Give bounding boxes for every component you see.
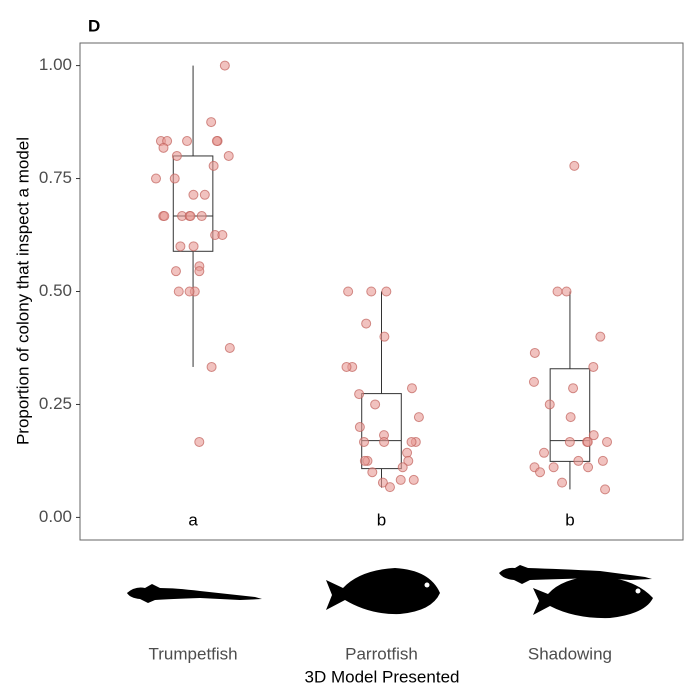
data-point xyxy=(171,150,182,161)
data-point xyxy=(535,467,546,478)
data-point xyxy=(600,484,611,495)
parrotfish-icon xyxy=(326,568,440,615)
data-point xyxy=(402,447,413,458)
data-point xyxy=(565,412,576,423)
data-point xyxy=(588,430,599,441)
group-letter: a xyxy=(188,510,198,529)
data-point xyxy=(173,286,184,297)
box xyxy=(549,368,591,462)
data-point xyxy=(343,286,354,297)
data-point xyxy=(341,361,352,372)
data-point xyxy=(552,286,563,297)
data-point xyxy=(208,160,219,171)
data-point xyxy=(196,211,207,222)
fish-eye xyxy=(424,582,430,588)
data-point xyxy=(561,286,572,297)
data-point xyxy=(366,286,377,297)
shadowing-trumpetfish-icon xyxy=(499,565,652,584)
data-point xyxy=(377,477,388,488)
data-point xyxy=(381,286,392,297)
box xyxy=(172,155,214,252)
y-tick-label: 0.75 xyxy=(39,168,72,187)
data-point xyxy=(206,117,217,128)
data-point xyxy=(379,331,390,342)
data-point xyxy=(544,399,555,410)
data-point xyxy=(169,173,180,184)
data-point xyxy=(583,462,594,473)
data-point xyxy=(361,318,372,329)
x-tick-label: Parrotfish xyxy=(345,644,418,663)
y-tick-label: 0.50 xyxy=(39,281,72,300)
data-point xyxy=(224,342,235,353)
x-axis-title: 3D Model Presented xyxy=(305,667,460,686)
data-point xyxy=(206,361,217,372)
data-point xyxy=(395,474,406,485)
data-point xyxy=(354,422,365,433)
data-point xyxy=(158,142,169,153)
data-point xyxy=(548,462,559,473)
data-point xyxy=(529,347,540,358)
data-point xyxy=(588,361,599,372)
fish-eye xyxy=(256,594,260,598)
data-point xyxy=(406,383,417,394)
data-point xyxy=(184,286,195,297)
data-point xyxy=(539,447,550,458)
shadowing-parrotfish-icon xyxy=(533,576,653,619)
data-point xyxy=(528,376,539,387)
data-point xyxy=(397,462,408,473)
data-point xyxy=(569,160,580,171)
panel-label: D xyxy=(88,16,100,35)
x-tick-label: Shadowing xyxy=(528,644,612,663)
data-point xyxy=(403,455,414,466)
data-point xyxy=(182,136,193,147)
data-point xyxy=(564,436,575,447)
data-point xyxy=(573,455,584,466)
data-point xyxy=(354,389,365,400)
data-point xyxy=(359,455,370,466)
data-point xyxy=(582,436,593,447)
data-point xyxy=(219,60,230,71)
fish-eye xyxy=(635,588,641,594)
data-point xyxy=(359,436,370,447)
data-point xyxy=(194,436,205,447)
data-point xyxy=(413,412,424,423)
data-point xyxy=(185,211,196,222)
data-point xyxy=(370,399,381,410)
data-point xyxy=(194,266,205,277)
y-tick-label: 1.00 xyxy=(39,55,72,74)
data-point xyxy=(379,436,390,447)
fish-icons xyxy=(127,565,653,619)
data-point xyxy=(367,467,378,478)
data-point xyxy=(568,383,579,394)
data-point xyxy=(595,331,606,342)
data-point xyxy=(150,173,161,184)
group-letter: b xyxy=(377,510,386,529)
data-point xyxy=(406,436,417,447)
data-point xyxy=(159,211,170,222)
y-tick-label: 0.25 xyxy=(39,394,72,413)
data-point xyxy=(217,230,228,241)
data-point xyxy=(597,455,608,466)
data-point xyxy=(199,189,210,200)
data-point xyxy=(557,477,568,488)
data-point xyxy=(602,436,613,447)
data-point xyxy=(170,266,181,277)
data-point xyxy=(175,241,186,252)
data-point xyxy=(188,241,199,252)
data-point xyxy=(384,482,395,493)
data-point xyxy=(408,474,419,485)
data-point xyxy=(223,150,234,161)
x-tick-label: Trumpetfish xyxy=(149,644,238,663)
y-axis-title: Proportion of colony that inspect a mode… xyxy=(13,137,32,445)
data-point xyxy=(211,136,222,147)
trumpetfish-icon xyxy=(127,584,262,603)
data-point xyxy=(188,189,199,200)
y-tick-label: 0.00 xyxy=(39,507,72,526)
group-letter: b xyxy=(565,510,574,529)
